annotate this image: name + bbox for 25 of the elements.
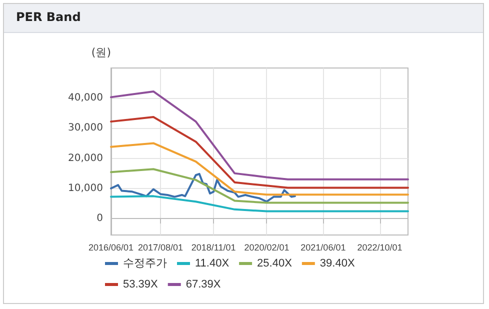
- line-series: [110, 172, 296, 203]
- chart-title: PER Band: [16, 10, 81, 24]
- x-tick-label: 2016/06/01: [88, 242, 134, 252]
- line-series: [110, 116, 409, 189]
- legend-label: 25.40X: [257, 258, 293, 270]
- y-tick-label: 30,000: [68, 122, 103, 134]
- legend-label: 수정주가: [123, 258, 167, 270]
- line-series: [110, 142, 409, 196]
- legend-label: 39.40X: [320, 258, 356, 270]
- x-tick-label: 2022/10/01: [357, 242, 402, 252]
- x-tick-label: 2021/06/01: [300, 242, 346, 252]
- x-tick-label: 2017/08/01: [138, 242, 184, 252]
- line-series: [110, 90, 409, 180]
- y-axis-title: (원): [91, 46, 111, 59]
- y-tick-label: 40,000: [68, 92, 103, 104]
- legend-label: 53.39X: [123, 278, 159, 290]
- y-tick-label: 20,000: [68, 152, 103, 164]
- y-tick-label: 0: [96, 212, 103, 224]
- x-tick-label: 2020/02/01: [244, 242, 290, 252]
- x-tick-label: 2018/11/01: [191, 242, 236, 252]
- y-tick-label: 10,000: [68, 182, 103, 194]
- legend-label: 67.39X: [186, 278, 222, 290]
- line-series: [110, 168, 409, 204]
- line-series: [110, 195, 409, 212]
- legend-label: 11.40X: [195, 258, 230, 270]
